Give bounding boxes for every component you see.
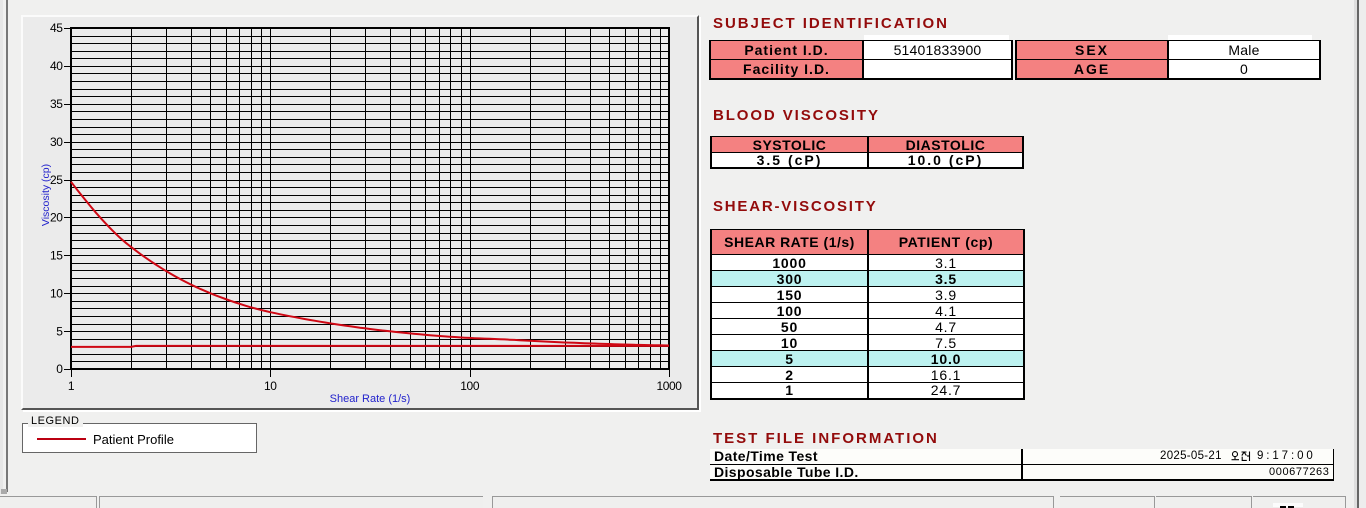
svg-text:40: 40 (50, 59, 63, 73)
svg-text:20: 20 (50, 211, 63, 225)
svg-text:5: 5 (56, 324, 63, 338)
svg-text:Viscosity (cp): Viscosity (cp) (40, 164, 52, 226)
svg-text:25: 25 (50, 173, 63, 187)
svg-text:35: 35 (50, 97, 63, 111)
svg-text:0: 0 (56, 362, 63, 376)
svg-text:10: 10 (264, 379, 277, 393)
svg-text:1: 1 (68, 379, 75, 393)
svg-text:1000: 1000 (656, 379, 682, 393)
svg-text:10: 10 (50, 286, 63, 300)
svg-text:100: 100 (460, 379, 480, 393)
svg-text:45: 45 (50, 21, 63, 35)
svg-text:Shear Rate (1/s): Shear Rate (1/s) (330, 393, 411, 405)
svg-text:30: 30 (50, 135, 63, 149)
svg-text:15: 15 (50, 249, 63, 263)
